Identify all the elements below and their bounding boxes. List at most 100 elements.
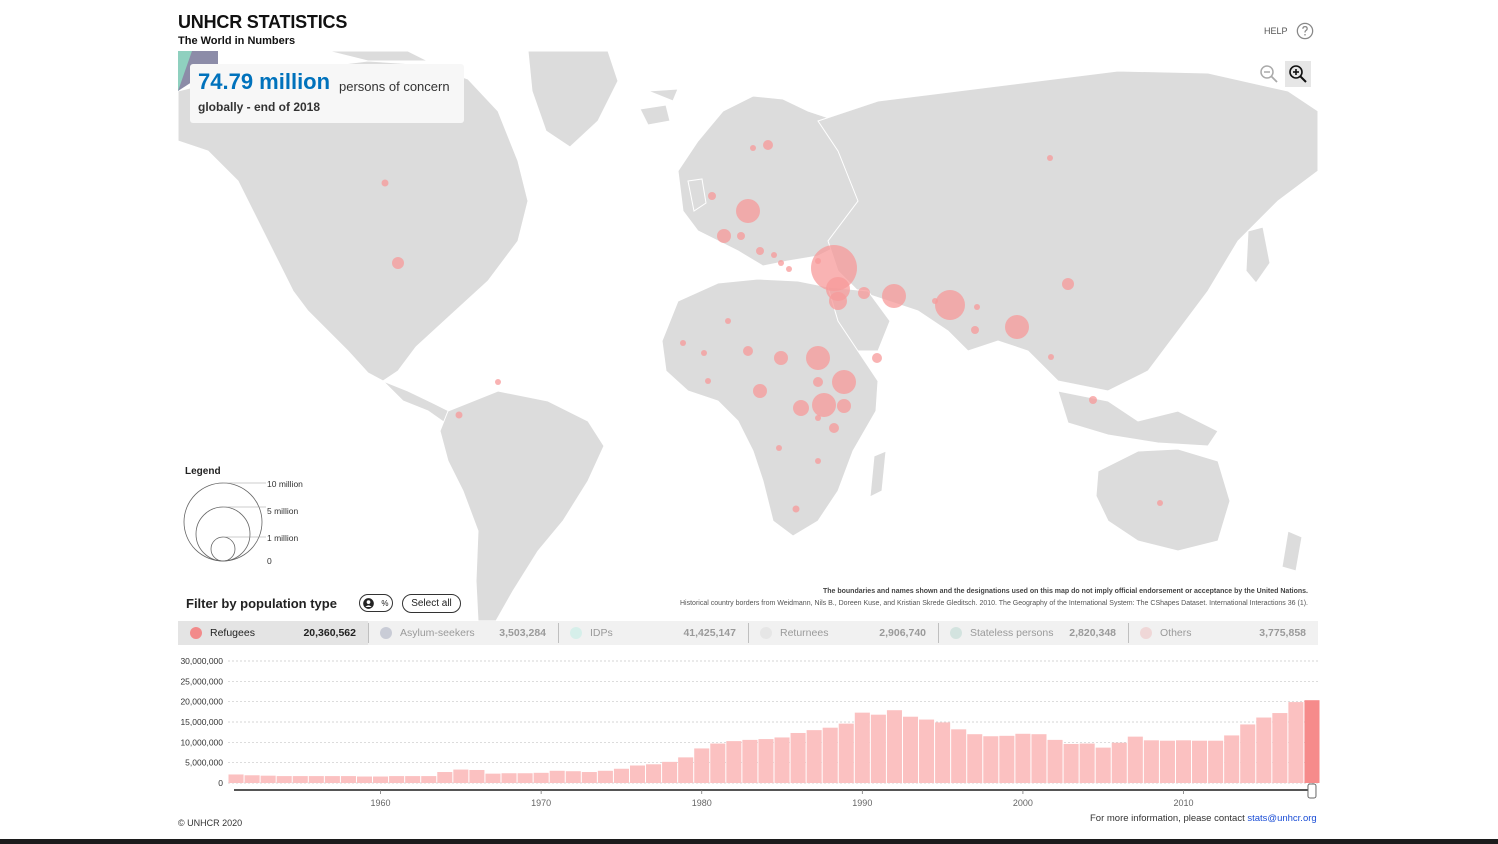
pop-type-value: 20,360,562 [303,627,356,639]
pop-type-value: 2,906,740 [879,627,926,639]
chart-bar[interactable] [1111,742,1127,783]
chart-bar[interactable] [228,774,244,783]
header: UNHCR STATISTICS The World in Numbers [178,12,347,47]
chart-bar[interactable] [1240,724,1256,783]
zoom-in-button[interactable] [1285,61,1311,87]
chart-bar[interactable] [613,768,629,783]
chart-bar[interactable] [1031,734,1047,783]
chart-bar[interactable] [806,730,822,783]
chart-bar[interactable] [854,712,870,783]
world-map[interactable] [178,51,1318,621]
pop-type-idps[interactable]: IDPs 41,425,147 [558,621,748,645]
year-slider-handle[interactable] [1307,783,1317,799]
chart-bar[interactable] [581,772,597,783]
chart-bar[interactable] [340,776,356,783]
chart-bar[interactable] [678,757,694,783]
chart-bar[interactable] [453,769,469,783]
y-tick-label: 10,000,000 [180,737,223,747]
pop-type-others[interactable]: Others 3,775,858 [1128,621,1318,645]
chart-bar[interactable] [646,764,662,783]
chart-bar[interactable] [774,737,790,783]
pop-type-value: 41,425,147 [683,627,736,639]
absolute-percent-toggle[interactable]: % [359,594,393,612]
chart-bar[interactable] [1079,743,1095,783]
chart-bar[interactable] [1047,739,1063,783]
chart-bar[interactable] [1159,740,1175,783]
app-subtitle: The World in Numbers [178,35,296,47]
chart-bar[interactable] [517,773,533,783]
chart-bar[interactable] [790,732,806,783]
world-map-svg[interactable] [178,51,1318,621]
chart-bar[interactable] [373,776,389,783]
legend-circles [183,482,266,562]
chart-bar[interactable] [421,776,437,783]
select-all-button[interactable]: Select all [402,594,461,613]
chart-bar[interactable] [999,735,1015,783]
chart-bar[interactable] [886,710,902,783]
pop-type-stateless[interactable]: Stateless persons 2,820,348 [938,621,1128,645]
chart-bar[interactable] [694,748,710,783]
pop-type-name: Stateless persons [970,627,1054,639]
pop-type-returnees[interactable]: Returnees 2,906,740 [748,621,938,645]
chart-bar[interactable] [662,761,678,783]
y-tick-label: 25,000,000 [180,676,223,686]
chart-bar[interactable] [1175,740,1192,783]
chart-bar[interactable] [308,776,324,783]
chart-bar[interactable] [244,775,260,783]
chart-bar[interactable] [1256,717,1272,783]
chart-bar[interactable] [1288,702,1304,783]
pop-type-refugees[interactable]: Refugees 20,360,562 [178,621,368,645]
refugees-dot-icon [190,627,202,639]
others-dot-icon [1140,627,1152,639]
chart-bar[interactable] [485,773,501,783]
chart-bar[interactable] [437,772,453,783]
chart-bar[interactable] [356,776,373,783]
help-button[interactable]: HELP [1264,22,1314,40]
chart-bar[interactable] [1063,743,1079,783]
chart-bar[interactable] [742,739,758,783]
chart-bar[interactable] [1224,735,1240,783]
chart-bar[interactable] [1192,740,1208,783]
chart-bar[interactable] [597,770,613,783]
pop-type-name: Refugees [210,627,255,639]
chart-bar[interactable] [292,776,308,783]
chart-bar[interactable] [710,743,726,783]
chart-bar[interactable] [1143,740,1159,783]
y-tick-label: 30,000,000 [180,656,223,666]
legend-title: Legend [185,466,221,477]
pop-type-asylum-seekers[interactable]: Asylum-seekers 3,503,284 [368,621,558,645]
help-circle-icon [1296,22,1313,40]
chart-bar[interactable] [276,776,292,783]
chart-bar[interactable] [935,722,951,783]
contact-email-link[interactable]: stats@unhcr.org [1247,813,1317,824]
chart-bar[interactable] [902,716,919,783]
chart-bar[interactable] [533,772,549,783]
chart-bar[interactable] [983,736,999,783]
chart-bar[interactable] [260,775,276,783]
chart-bar[interactable] [967,734,983,783]
chart-bar[interactable] [822,727,838,783]
refugees-timeline-chart[interactable]: 30,000,000 25,000,000 20,000,000 15,000,000… [170,650,1330,815]
chart-bar[interactable] [838,723,854,783]
chart-bar[interactable] [1304,700,1320,783]
chart-bar[interactable] [1095,747,1111,783]
chart-bar[interactable] [629,765,646,783]
chart-bar[interactable] [389,776,405,783]
chart-bar[interactable] [1208,740,1224,783]
chart-bar[interactable] [1272,713,1288,783]
chart-bar[interactable] [870,714,886,783]
chart-bar[interactable] [758,739,774,783]
chart-bar[interactable] [501,773,517,783]
chart-bar[interactable] [951,729,967,783]
chart-bar[interactable] [1015,733,1031,783]
zoom-out-button[interactable] [1256,61,1282,87]
chart-bar[interactable] [549,770,565,783]
chart-bar[interactable] [919,719,935,783]
chart-bar[interactable] [324,776,340,783]
chart-bar[interactable] [726,741,742,783]
x-tick-label: 1960 [371,798,391,808]
chart-bar[interactable] [1127,736,1143,783]
chart-bar[interactable] [405,776,421,783]
chart-bar[interactable] [565,771,581,783]
chart-bar[interactable] [469,769,485,783]
